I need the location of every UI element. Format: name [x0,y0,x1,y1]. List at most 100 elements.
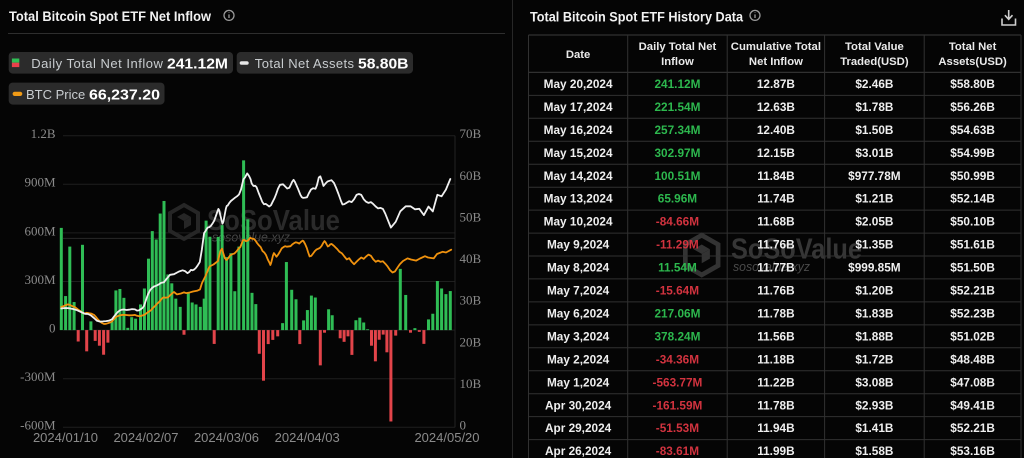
svg-text:SoSoValue: SoSoValue [207,205,340,237]
svg-text:2024/05/20: 2024/05/20 [414,430,479,445]
svg-text:$56.26B: $56.26B [950,100,995,114]
svg-text:12.87B: 12.87B [757,77,795,91]
svg-text:$51.02B: $51.02B [950,329,995,343]
svg-text:0: 0 [49,321,56,336]
svg-text:$1.88B: $1.88B [855,329,893,343]
svg-text:2024/01/10: 2024/01/10 [33,430,98,445]
svg-text:600M: 600M [24,223,56,238]
svg-text:-51.53M: -51.53M [656,421,699,435]
svg-text:2024/04/03: 2024/04/03 [275,430,340,445]
svg-text:$54.63B: $54.63B [950,123,995,137]
svg-text:$1.21B: $1.21B [855,192,893,206]
svg-text:May 10,2024: May 10,2024 [544,215,613,229]
svg-text:10B: 10B [460,376,482,391]
svg-text:257.34M: 257.34M [654,123,700,137]
svg-text:$999.85M: $999.85M [848,261,901,275]
svg-text:11.76B: 11.76B [757,284,794,298]
svg-text:-161.59M: -161.59M [653,398,703,412]
svg-text:Daily Total Net: Daily Total Net [639,41,717,53]
svg-text:300M: 300M [24,272,56,287]
svg-text:$1.41B: $1.41B [855,421,893,435]
svg-text:$48.48B: $48.48B [950,352,995,366]
svg-text:11.74B: 11.74B [757,192,794,206]
svg-text:$1.20B: $1.20B [855,284,893,298]
svg-text:$1.35B: $1.35B [855,238,893,252]
svg-text:May 20,2024: May 20,2024 [544,77,613,91]
svg-text:Net Inflow: Net Inflow [749,56,803,68]
svg-text:May 15,2024: May 15,2024 [544,146,613,160]
svg-text:$52.14B: $52.14B [950,192,995,206]
svg-text:$51.50B: $51.50B [950,261,995,275]
svg-text:May 14,2024: May 14,2024 [544,169,613,183]
svg-text:Apr 29,2024: Apr 29,2024 [545,421,612,435]
svg-text:May 2,2024: May 2,2024 [547,352,610,366]
svg-text:-84.66M: -84.66M [656,215,699,229]
svg-text:$49.41B: $49.41B [950,398,995,412]
svg-text:$2.46B: $2.46B [855,77,893,91]
svg-text:-563.77M: -563.77M [653,375,703,389]
svg-text:66,237.20: 66,237.20 [89,87,160,103]
svg-text:sosovalue.xyz: sosovalue.xyz [212,230,290,245]
svg-text:$50.10B: $50.10B [950,215,995,229]
svg-text:217.06M: 217.06M [654,307,700,321]
svg-text:30B: 30B [460,293,482,308]
svg-text:11.84B: 11.84B [757,169,794,183]
svg-text:-300M: -300M [20,369,56,384]
svg-text:May 9,2024: May 9,2024 [547,238,610,252]
svg-text:221.54M: 221.54M [654,100,700,114]
svg-text:$1.50B: $1.50B [855,123,893,137]
svg-text:70B: 70B [460,126,482,141]
svg-text:May 8,2024: May 8,2024 [547,261,610,275]
svg-text:11.68B: 11.68B [757,215,794,229]
svg-text:$52.21B: $52.21B [950,284,995,298]
svg-text:BTC Price: BTC Price [26,87,85,102]
svg-text:Daily Total Net Inflow: Daily Total Net Inflow [31,56,163,71]
svg-text:May 16,2024: May 16,2024 [544,123,613,137]
svg-text:11.54M: 11.54M [658,261,697,275]
svg-text:$54.99B: $54.99B [950,146,995,160]
svg-text:$1.72B: $1.72B [855,352,893,366]
svg-text:SoSoValue: SoSoValue [731,234,862,266]
svg-text:241.12M: 241.12M [167,56,228,72]
svg-text:11.18B: 11.18B [757,352,794,366]
svg-text:Cumulative Total: Cumulative Total [731,41,821,53]
svg-text:sosovalue.xyz: sosovalue.xyz [733,259,810,274]
svg-text:40B: 40B [460,251,482,266]
svg-text:241.12M: 241.12M [654,77,700,91]
svg-text:11.56B: 11.56B [757,329,794,343]
svg-text:Total Bitcoin Spot ETF Net Inf: Total Bitcoin Spot ETF Net Inflow [9,9,212,24]
svg-text:$3.08B: $3.08B [855,375,893,389]
svg-text:58.80B: 58.80B [358,56,409,72]
svg-text:1.2B: 1.2B [31,126,56,141]
svg-text:Inflow: Inflow [661,56,694,68]
svg-text:302.97M: 302.97M [654,146,700,160]
svg-text:12.15B: 12.15B [757,146,795,160]
svg-text:Total Net Assets: Total Net Assets [255,56,355,71]
svg-text:378.24M: 378.24M [654,329,700,343]
svg-text:Apr 26,2024: Apr 26,2024 [545,444,612,458]
svg-text:$53.16B: $53.16B [950,444,995,458]
svg-text:0: 0 [460,418,467,433]
svg-text:$50.99B: $50.99B [950,169,995,183]
svg-text:-83.61M: -83.61M [656,444,699,458]
svg-text:65.96M: 65.96M [658,192,698,206]
svg-text:Apr 30,2024: Apr 30,2024 [545,398,612,412]
svg-text:-15.64M: -15.64M [656,284,699,298]
svg-text:May 7,2024: May 7,2024 [547,284,610,298]
svg-text:$51.61B: $51.61B [950,238,995,252]
svg-text:2024/02/07: 2024/02/07 [113,430,178,445]
svg-text:May 3,2024: May 3,2024 [547,329,610,343]
svg-text:$1.83B: $1.83B [855,307,893,321]
svg-text:Total Bitcoin Spot ETF History: Total Bitcoin Spot ETF History Data [530,10,744,25]
svg-text:11.94B: 11.94B [757,421,794,435]
svg-text:11.99B: 11.99B [757,444,794,458]
svg-text:$1.78B: $1.78B [855,100,893,114]
svg-text:May 17,2024: May 17,2024 [544,100,613,114]
svg-text:12.40B: 12.40B [757,123,795,137]
svg-text:50B: 50B [460,209,482,224]
svg-text:$2.05B: $2.05B [855,215,893,229]
svg-text:$58.80B: $58.80B [950,77,995,91]
svg-text:2024/03/06: 2024/03/06 [194,430,259,445]
svg-text:11.77B: 11.77B [757,261,794,275]
svg-text:11.22B: 11.22B [757,375,794,389]
